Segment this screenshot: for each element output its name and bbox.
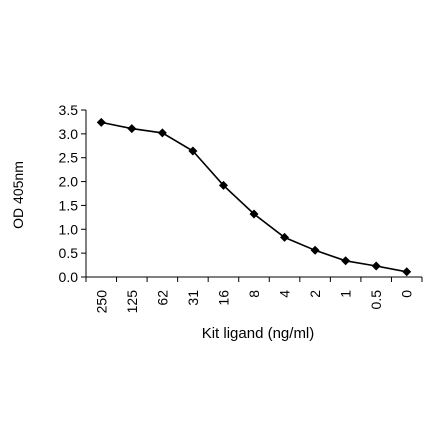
data-point-marker	[402, 267, 412, 277]
x-tick-label: 16	[215, 290, 231, 306]
x-tick-label: 31	[185, 290, 201, 306]
y-tick-label: 3.5	[59, 102, 79, 118]
data-point-marker	[371, 261, 381, 271]
y-axis-ticks: 0.0 0.5 1.0 1.5 2.0 2.5 3.0 3.5	[59, 102, 86, 285]
data-point-marker	[96, 117, 106, 127]
y-tick-label: 2.5	[59, 150, 79, 166]
y-tick-label: 1.5	[59, 197, 79, 213]
data-point-marker	[249, 209, 259, 219]
y-tick-label: 3.0	[59, 126, 79, 142]
series-line	[101, 121, 407, 273]
x-tick-label: 0.5	[368, 290, 384, 310]
data-point-marker	[280, 232, 290, 242]
x-tick-label: 1	[338, 290, 354, 298]
x-tick-label: 62	[154, 290, 170, 306]
y-tick-label: 1.0	[59, 221, 79, 237]
y-tick-label: 2.0	[59, 174, 79, 190]
data-point-marker	[127, 124, 137, 134]
data-point-marker	[341, 256, 351, 266]
x-tick-label: 125	[124, 290, 140, 314]
data-point-marker	[157, 128, 167, 138]
x-tick-label: 4	[277, 290, 293, 298]
data-point-marker	[218, 180, 228, 190]
data-point-marker	[310, 245, 320, 255]
x-tick-label: 0	[399, 290, 415, 298]
y-tick-label: 0.5	[59, 245, 79, 261]
x-axis-label: Kit ligand (ng/ml)	[202, 325, 315, 342]
x-tick-label: 250	[93, 290, 109, 314]
y-tick-label: 0.0	[59, 269, 79, 285]
data-points	[96, 117, 412, 277]
x-tick-label: 2	[307, 290, 323, 298]
data-point-marker	[188, 146, 198, 156]
x-tick-label: 8	[246, 290, 262, 298]
y-axis-label: OD 405nm	[10, 161, 26, 229]
x-axis-ticks: 250 125 62 31 16 8 4 2 1 0.5 0	[85, 277, 423, 314]
